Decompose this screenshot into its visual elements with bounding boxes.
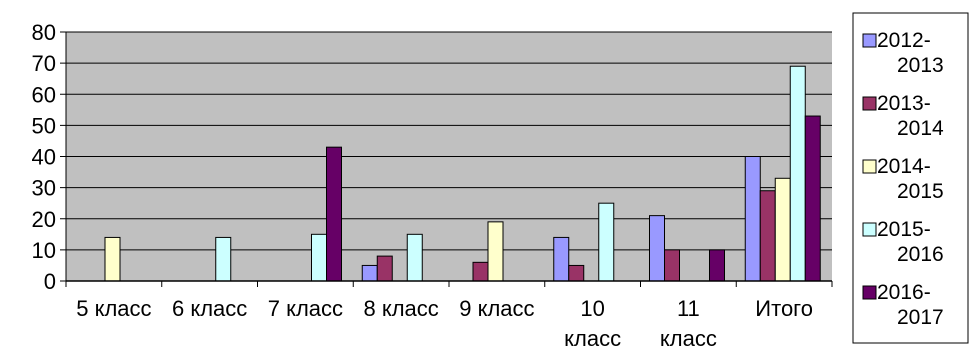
y-axis-ticks: 0 10 20 30 40 50 60 70 80 <box>32 20 66 294</box>
bar <box>472 261 489 282</box>
bar <box>326 146 342 282</box>
legend-label: 2012-2013 <box>877 29 944 77</box>
y-tick-label: 40 <box>32 145 56 170</box>
x-category-label: Итого <box>755 296 813 321</box>
y-tick-label: 70 <box>32 51 56 76</box>
bar <box>759 190 776 282</box>
y-tick-label: 0 <box>44 269 56 294</box>
x-category-label: 11 класс <box>660 296 717 351</box>
bar <box>789 65 806 282</box>
bar <box>774 177 791 282</box>
legend-swatch <box>862 222 877 237</box>
y-tick-label: 50 <box>32 113 56 138</box>
y-tick-label: 20 <box>32 207 56 232</box>
y-tick-label: 30 <box>32 176 56 201</box>
x-category-label: 7 класс <box>268 296 343 321</box>
legend-swatch <box>862 285 877 300</box>
y-tick-label: 60 <box>32 82 56 107</box>
x-category-label: 8 класс <box>363 296 438 321</box>
bar <box>649 215 665 282</box>
bar <box>104 236 121 282</box>
y-tick-label: 10 <box>32 238 56 263</box>
legend: 2012-2013 2013-2014 2014-2015 2015-2016 2016… <box>852 12 969 344</box>
legend-swatch <box>862 159 877 174</box>
y-tick-label: 80 <box>32 20 56 45</box>
x-category-label: 9 класс <box>459 296 534 321</box>
bar <box>406 233 423 282</box>
x-axis-categories: 5 класс 6 класс 7 класс 8 класс 9 класс 10 кла… <box>76 296 813 351</box>
bar <box>568 264 585 282</box>
x-category-label: 6 класс <box>172 296 247 321</box>
legend-label: 2016-2017 <box>877 281 944 329</box>
legend-label: 2013-2014 <box>877 92 944 140</box>
bar <box>804 115 821 282</box>
x-category-label: 5 класс <box>76 296 151 321</box>
x-category-label: 10 класс <box>564 296 621 351</box>
bar <box>744 156 761 282</box>
bar <box>487 221 504 282</box>
legend-label: 2014-2015 <box>877 155 944 203</box>
bar <box>215 236 232 282</box>
bar <box>376 255 393 282</box>
bar <box>709 249 725 282</box>
bar <box>361 264 378 282</box>
legend-label: 2015-2016 <box>877 218 944 266</box>
bar <box>664 249 680 282</box>
gridlines <box>66 31 832 251</box>
bar <box>598 202 615 282</box>
bar <box>553 236 570 282</box>
legend-swatch <box>862 96 877 111</box>
legend-swatch <box>862 33 877 48</box>
bar <box>311 233 327 282</box>
